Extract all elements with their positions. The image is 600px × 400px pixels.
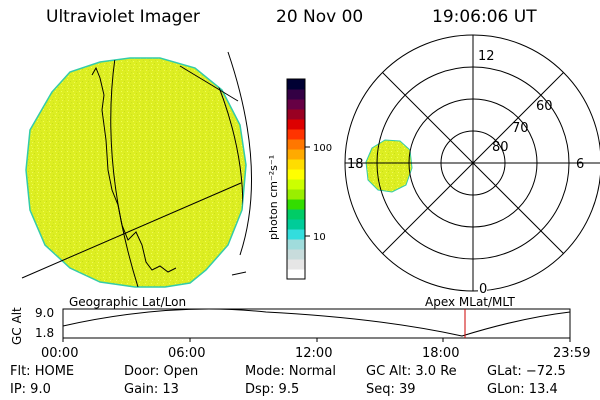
colorbar-band (287, 159, 305, 170)
colorbar-band (287, 179, 305, 190)
observation-time: 19:06:06 UT (432, 7, 537, 27)
seq-info: Seq: 39 (366, 382, 416, 397)
geographic-map-label: Geographic Lat/Lon (69, 295, 187, 309)
timeline-xtick: 18:00 (422, 346, 460, 361)
colorbar-band (287, 209, 305, 220)
polar-lat-label-60: 60 (536, 99, 553, 114)
glon-info: GLon: 13.4 (487, 382, 558, 397)
globe-disk (25, 57, 247, 288)
timeline-ytick-low: 1.8 (35, 326, 55, 340)
dsp-info: Dsp: 9.5 (245, 382, 300, 397)
colorbar-tick-label-100: 100 (313, 143, 332, 154)
timeline-xtick: 12:00 (295, 346, 333, 361)
polar-mlt-label-18: 18 (347, 157, 364, 172)
timeline-xtick: 06:00 (168, 346, 206, 361)
colorbar-band (287, 149, 305, 160)
instrument-title: Ultraviolet Imager (46, 7, 200, 27)
polar-lat-label-80: 80 (492, 140, 509, 155)
gain-info: Gain: 13 (124, 382, 179, 397)
timeline-ytick-high: 9.0 (35, 306, 55, 320)
altitude-curve (62, 308, 571, 337)
polar-diagonal (382, 72, 564, 254)
colorbar-band (287, 239, 305, 250)
colorbar-band (287, 229, 305, 240)
colorbar-band (287, 249, 305, 260)
timeline-xtick: 00:00 (41, 346, 79, 361)
colorbar-band (287, 139, 305, 150)
timeline-xtick: 23:59 (553, 346, 591, 361)
meridian-line-outside (227, 51, 253, 256)
colorbar-band (287, 99, 305, 110)
coastline (91, 66, 177, 273)
auroral-patch (365, 139, 413, 193)
polar-plot (344, 34, 600, 292)
colorbar-frame (286, 78, 306, 280)
filter-info: Flt: HOME (10, 364, 75, 379)
colorbar-band (287, 199, 305, 210)
colorbar-band (287, 259, 305, 270)
colorbar-band (287, 189, 305, 200)
timeline-ylabel: GC Alt (10, 307, 24, 345)
colorbar-label: photon cm⁻²s⁻¹ (267, 155, 280, 240)
gc-alt-info: GC Alt: 3.0 Re (366, 364, 457, 379)
colorbar-band (287, 89, 305, 100)
colorbar-band (287, 169, 305, 180)
colorbar-band (287, 79, 305, 90)
mode-info: Mode: Normal (245, 364, 336, 379)
polar-mlt-label-12: 12 (478, 49, 495, 64)
altitude-timeline: GC Alt (10, 307, 571, 345)
latitude-line (179, 65, 239, 102)
colorbar-band (287, 269, 305, 280)
colorbar-band (287, 119, 305, 130)
door-info: Door: Open (124, 364, 199, 379)
colorbar-tick-label-10: 10 (313, 232, 326, 243)
globe-image (21, 51, 253, 288)
observation-date: 20 Nov 00 (276, 7, 364, 27)
polar-mlt-label-0: 0 (479, 282, 487, 297)
colorbar-band (287, 109, 305, 120)
latitude-line (21, 182, 242, 279)
coastline-fragment (231, 271, 247, 276)
colorbar (287, 79, 305, 280)
colorbar-band (287, 129, 305, 140)
ip-info: IP: 9.0 (10, 382, 51, 397)
polar-lat-label-70: 70 (512, 121, 529, 136)
polar-mlt-label-6: 6 (576, 157, 584, 172)
apex-map-label: Apex MLat/MLT (425, 295, 515, 309)
glat-info: GLat: −72.5 (487, 364, 566, 379)
colorbar-band (287, 219, 305, 230)
meridian-line (110, 58, 139, 287)
